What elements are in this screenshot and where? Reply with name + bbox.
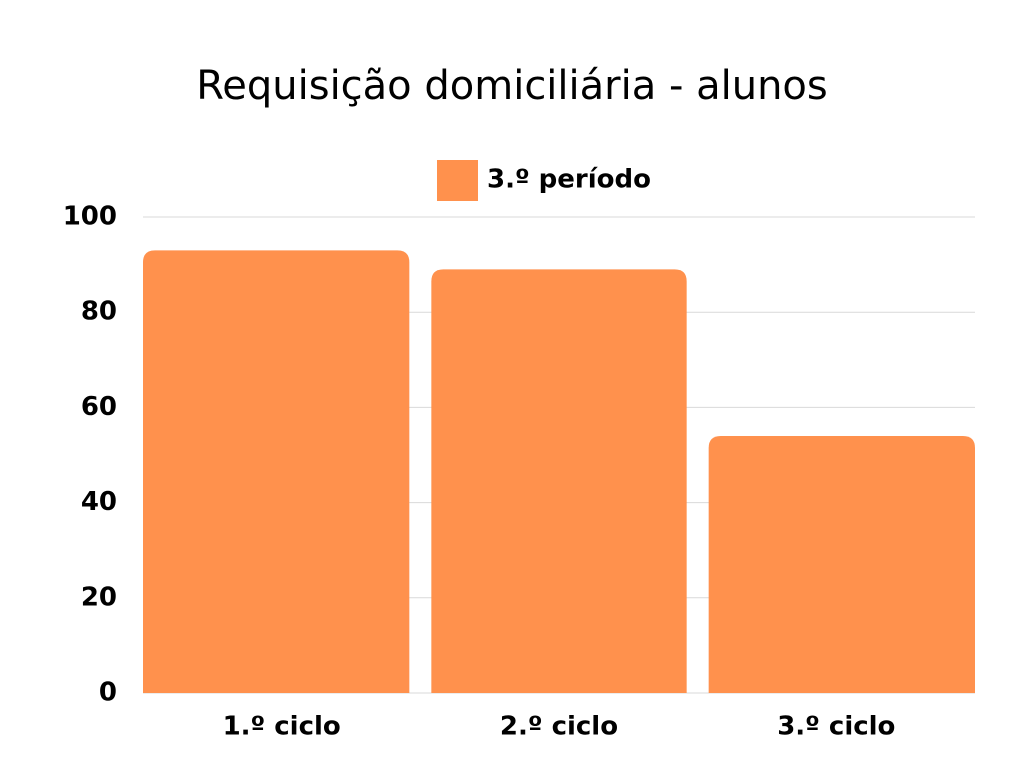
legend-label: 3.º período [487,165,651,195]
y-tick-label: 60 [81,392,117,422]
legend-swatch [437,160,478,201]
y-tick-label: 40 [81,487,117,517]
y-tick-label: 20 [81,582,117,612]
chart-title: Requisição domiciliária - alunos [196,63,827,109]
bar [708,435,975,693]
x-tick-label: 2.º ciclo [500,712,618,742]
y-tick-label: 0 [99,678,117,708]
y-tick-label: 80 [81,297,117,327]
bar [431,269,687,693]
x-tick-label: 1.º ciclo [223,712,341,742]
y-tick-label: 100 [63,202,117,232]
bar [143,250,410,693]
x-tick-label: 3.º ciclo [777,712,895,742]
